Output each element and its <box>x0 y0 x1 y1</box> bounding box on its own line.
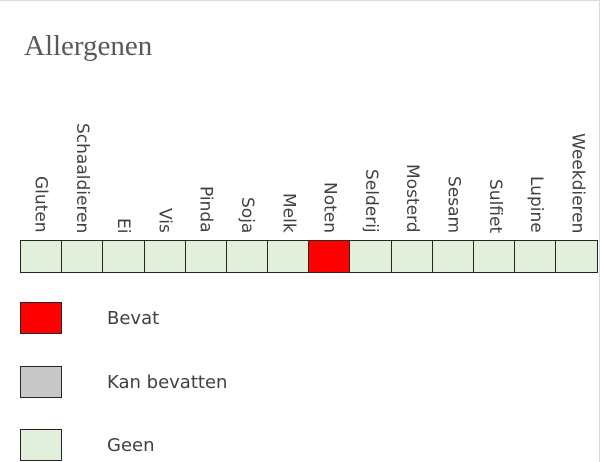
allergen-label: Lupine <box>526 176 547 233</box>
allergen-label: Selderij <box>360 169 381 233</box>
allergen-label: Schaaldieren <box>71 122 92 233</box>
allergen-label-wrap: Lupine <box>516 176 557 233</box>
legend-label: Geen <box>107 434 155 456</box>
allergen-label: Sesam <box>443 175 464 233</box>
legend-label: Kan bevatten <box>107 371 228 393</box>
legend-item: Kan bevatten <box>20 366 227 398</box>
allergen-label: Sulfiet <box>484 178 505 233</box>
allergen-cell <box>21 241 62 272</box>
allergen-label-wrap: Melk <box>268 193 309 233</box>
allergen-label: Melk <box>278 193 299 233</box>
allergen-label-wrap: Mosterd <box>392 164 433 233</box>
allergen-cell <box>350 241 392 272</box>
allergen-label-wrap: Selderij <box>350 169 391 233</box>
allergen-label: Vis <box>154 208 175 233</box>
legend-swatch <box>20 366 62 398</box>
allergen-cell <box>391 241 433 272</box>
allergen-label-wrap: Weekdieren <box>557 133 598 233</box>
allergen-label: Soja <box>237 196 257 233</box>
allergen-label-wrap: Gluten <box>20 176 61 233</box>
allergen-cell <box>515 241 557 272</box>
allergen-cell <box>268 241 310 272</box>
allergen-label-wrap: Ei <box>103 218 144 233</box>
allergen-cell <box>556 241 598 272</box>
legend-swatch <box>20 302 62 334</box>
legend-swatch <box>20 429 62 461</box>
allergen-cell <box>144 241 186 272</box>
allergen-label: Weekdieren <box>567 132 588 233</box>
allergen-grid <box>20 240 598 273</box>
legend-label: Bevat <box>107 307 160 329</box>
allergen-label: Noten <box>319 181 340 233</box>
allergen-label: Ei <box>113 217 134 233</box>
allergen-cell <box>226 241 269 272</box>
allergen-cell <box>62 241 104 272</box>
allergen-cell <box>309 241 351 272</box>
allergen-label-wrap: Vis <box>144 208 185 233</box>
allergen-label-wrap: Sulfiet <box>474 179 515 233</box>
allergen-label-wrap: Schaaldieren <box>61 123 102 233</box>
allergen-label-wrap: Sesam <box>433 176 474 233</box>
allergen-cell <box>103 241 145 272</box>
allergen-cell <box>474 241 516 272</box>
allergen-label: Mosterd <box>402 164 423 233</box>
allergen-label: Gluten <box>30 176 51 233</box>
legend-item: Geen <box>20 429 155 461</box>
allergen-cell <box>432 241 475 272</box>
allergen-label-wrap: Noten <box>309 182 350 233</box>
allergen-label: Pinda <box>195 186 216 233</box>
allergen-label-wrap: Soja <box>227 197 268 233</box>
allergen-label-wrap: Pinda <box>185 186 226 233</box>
legend-item: Bevat <box>20 302 159 334</box>
frame-border-top <box>0 0 599 1</box>
page-title: Allergenen <box>24 30 153 62</box>
allergen-cell <box>185 241 227 272</box>
